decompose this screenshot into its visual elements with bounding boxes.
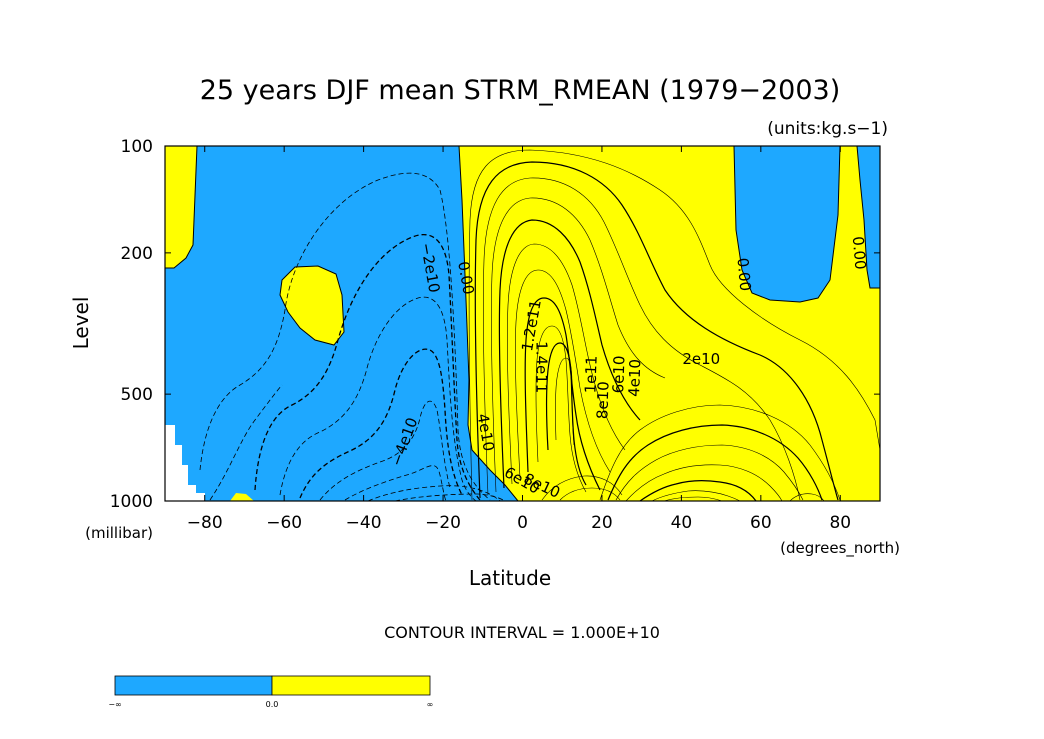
x-axis-units: (degrees_north) <box>780 539 900 558</box>
x-tick-label: 20 <box>591 513 613 533</box>
chart-title: 25 years DJF mean STRM_RMEAN (1979−2003) <box>200 75 841 106</box>
colorbar-positive <box>271 675 431 696</box>
contour-pos-11 <box>555 357 575 446</box>
contour-pos-8 <box>524 297 601 491</box>
x-tick-label: 40 <box>671 513 693 533</box>
y-axis: 100 200 500 1000 <box>110 137 880 512</box>
x-tick-label: 0 <box>517 513 528 533</box>
contour-neg-4 <box>299 348 463 499</box>
contour-pos-7 <box>515 269 611 479</box>
contour-pos-6 <box>507 243 626 485</box>
contour-neg-1 <box>199 172 491 501</box>
contour-zero-north-high <box>733 146 841 303</box>
negative-region-north-high <box>734 146 840 302</box>
contour-label: 4e10 <box>625 359 644 397</box>
x-axis-title: Latitude <box>469 566 551 590</box>
x-tick-label: 60 <box>750 513 772 533</box>
colorbar-label-zero: 0.0 <box>266 700 279 709</box>
negative-contours <box>199 172 506 501</box>
contour-neg-2 <box>254 233 481 501</box>
contour-label-group: 0.00 <box>734 257 755 292</box>
y-tick-label: 500 <box>121 385 153 405</box>
contour-neg-5 <box>319 400 451 501</box>
contour-pos-10 <box>545 342 587 486</box>
contour-pos-4 <box>491 197 666 493</box>
colorbar-label-max: ∞ <box>427 700 434 709</box>
contour-label-group: 1e11 <box>581 355 600 393</box>
contour-label: 0.00 <box>454 260 478 296</box>
contour-neg-7 <box>367 485 501 501</box>
positive-contours <box>468 149 880 501</box>
y-tick-label: 200 <box>121 244 153 264</box>
contour-label-group: 0.00 <box>849 236 870 271</box>
contour-pos-12 <box>599 404 841 501</box>
contour-label: 2e10 <box>682 350 720 368</box>
contour-pos-1 <box>468 149 880 501</box>
contour-label: 0.00 <box>849 236 870 271</box>
contour-label: 0.00 <box>734 257 755 292</box>
contour-pos-18 <box>663 496 723 501</box>
contour-interval-text: CONTOUR INTERVAL = 1.000E+10 <box>384 623 660 642</box>
contour-pos-9 <box>535 325 587 493</box>
zero-contours <box>165 146 880 501</box>
x-tick-label: −60 <box>266 513 302 533</box>
contour-zero-main <box>458 146 519 501</box>
contour-pos-20 <box>541 475 623 501</box>
missing-data-region <box>165 425 205 501</box>
y-tick-label: 1000 <box>110 492 153 512</box>
contour-pos-3 <box>483 177 801 501</box>
contour-neg-9 <box>209 384 283 501</box>
contour-label: 8e10 <box>593 381 612 419</box>
x-tick-label: −20 <box>425 513 461 533</box>
contour-neg-8 <box>394 493 506 501</box>
y-tick-label: 100 <box>121 137 153 157</box>
contour-pos-16 <box>639 480 757 501</box>
contour-pos-17 <box>651 490 741 501</box>
contour-label: 1e11 <box>581 355 600 393</box>
contour-label-group: 0.00 <box>454 260 478 296</box>
y-axis-units: (millibar) <box>85 524 153 542</box>
contour-label-group: 8e10 <box>593 381 612 419</box>
x-tick-label: −40 <box>346 513 382 533</box>
plot-area: −2e10−4e100.001.2e111.4e114e106e108e101e… <box>165 146 880 501</box>
contour-pos-13 <box>607 424 823 501</box>
contour-zero-north-pole <box>856 146 880 289</box>
colorbar-negative <box>114 675 273 696</box>
contour-label: 1.4e11 <box>532 341 550 393</box>
contour-neg-6 <box>344 465 447 501</box>
contour-zero-south <box>165 146 198 269</box>
positive-spot-south <box>230 493 254 501</box>
contour-neg-3 <box>279 296 477 501</box>
contour-label-group: 6e10 <box>609 355 628 393</box>
contour-pos-15 <box>625 464 783 501</box>
contour-pos-14 <box>615 444 804 501</box>
x-tick-label: 80 <box>829 513 851 533</box>
y-axis-title: Level <box>69 297 93 350</box>
contour-pos-2 <box>474 161 839 501</box>
contour-pos-21 <box>789 493 825 501</box>
x-tick-label: −80 <box>187 513 223 533</box>
x-axis: −80 −60 −40 −20 0 20 40 60 80 <box>187 146 851 533</box>
contour-label: 6e10 <box>609 355 628 393</box>
contour-pos-19 <box>559 487 621 501</box>
contour-label-group: 2e10 <box>682 350 720 368</box>
contour-label-group: 4e10 <box>625 359 644 397</box>
units-label: (units:kg.s−1) <box>767 119 888 139</box>
colorbar: −∞ 0.0 ∞ <box>108 675 434 709</box>
colorbar-label-min: −∞ <box>108 700 121 709</box>
contour-pos-5 <box>498 219 641 489</box>
contour-label-group: 1.4e11 <box>532 341 550 393</box>
